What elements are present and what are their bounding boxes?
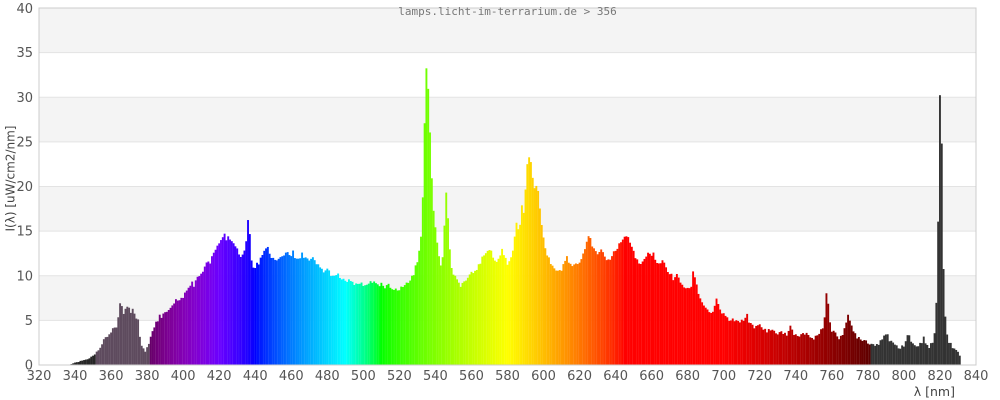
x-tick-label: 760 [819, 369, 844, 384]
chart-title: lamps.licht-im-terrarium.de > 356 [398, 5, 617, 18]
x-tick-label: 820 [928, 369, 953, 384]
plot-border [38, 7, 977, 366]
x-tick-label: 560 [459, 369, 484, 384]
y-tick-label: 10 [16, 269, 33, 284]
y-tick-label: 40 [16, 2, 33, 17]
y-tick-label: 35 [16, 46, 33, 61]
x-tick-label: 500 [351, 369, 376, 384]
spectrum-bars [70, 68, 961, 366]
x-tick-label: 700 [711, 369, 736, 384]
y-tick-label: 30 [16, 91, 33, 106]
x-tick-label: 840 [964, 369, 989, 384]
x-tick-label: 740 [783, 369, 808, 384]
y-axis-label: I(λ) [uW/cm2/nm] [3, 125, 18, 232]
x-tick-label: 780 [855, 369, 880, 384]
y-tick-label: 20 [16, 180, 33, 195]
x-tick-label: 460 [279, 369, 304, 384]
x-tick-label: 320 [27, 369, 52, 384]
y-tick-label: 0 [25, 359, 33, 374]
x-tick-label: 640 [603, 369, 628, 384]
x-tick-label: 800 [892, 369, 917, 384]
x-tick-label: 400 [171, 369, 196, 384]
x-tick-label: 420 [207, 369, 232, 384]
x-tick-label: 620 [567, 369, 592, 384]
x-tick-label: 440 [243, 369, 268, 384]
y-tick-labels: 0 5 10 15 20 25 30 35 40 [16, 2, 33, 374]
x-tick-labels: 320 340 360 380 400 420 440 460 480 500 520 540 560 5… [27, 369, 989, 384]
y-tick-label: 25 [16, 135, 33, 150]
x-tick-label: 680 [675, 369, 700, 384]
x-tick-label: 380 [135, 369, 160, 384]
x-tick-label: 360 [99, 369, 124, 384]
x-tick-label: 600 [531, 369, 556, 384]
x-tick-label: 720 [747, 369, 772, 384]
y-tick-label: 5 [25, 314, 33, 329]
x-tick-label: 520 [387, 369, 412, 384]
x-tick-label: 480 [315, 369, 340, 384]
x-tick-label: 540 [423, 369, 448, 384]
x-tick-label: 660 [639, 369, 664, 384]
x-tick-label: 340 [63, 369, 88, 384]
x-axis-label: λ [nm] [913, 384, 955, 399]
x-tick-label: 580 [495, 369, 520, 384]
y-tick-label: 15 [16, 225, 33, 240]
